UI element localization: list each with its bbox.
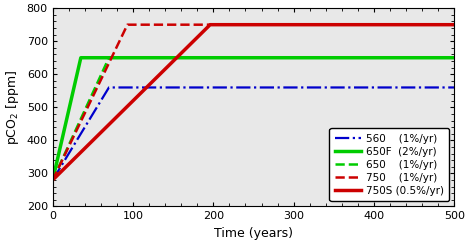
Y-axis label: pCO$_2$ [ppm]: pCO$_2$ [ppm] — [4, 70, 21, 145]
X-axis label: Time (years): Time (years) — [214, 227, 293, 240]
Legend: 560    (1%/yr), 650F  (2%/yr), 650    (1%/yr), 750    (1%/yr), 750S (0.5%/yr): 560 (1%/yr), 650F (2%/yr), 650 (1%/yr), … — [329, 128, 449, 201]
